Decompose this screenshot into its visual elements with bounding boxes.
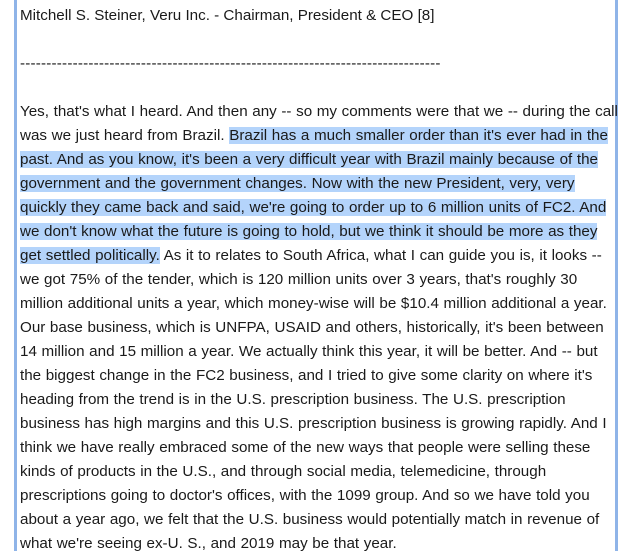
document-frame: Mitchell S. Steiner, Veru Inc. - Chairma…: [14, 0, 618, 552]
separator-line: ----------------------------------------…: [20, 55, 441, 72]
transcript-content: Mitchell S. Steiner, Veru Inc. - Chairma…: [20, 4, 622, 556]
speaker-line: Mitchell S. Steiner, Veru Inc. - Chairma…: [20, 7, 435, 24]
paragraph-text-before-selection: Yes, that's what I heard. And then any -…: [20, 103, 618, 144]
selected-text[interactable]: Brazil has a much smaller order than it'…: [20, 127, 608, 264]
transcript-paragraph[interactable]: Yes, that's what I heard. And then any -…: [20, 100, 622, 556]
paragraph-text-after-selection: As it to relates to South Africa, what I…: [20, 247, 607, 552]
